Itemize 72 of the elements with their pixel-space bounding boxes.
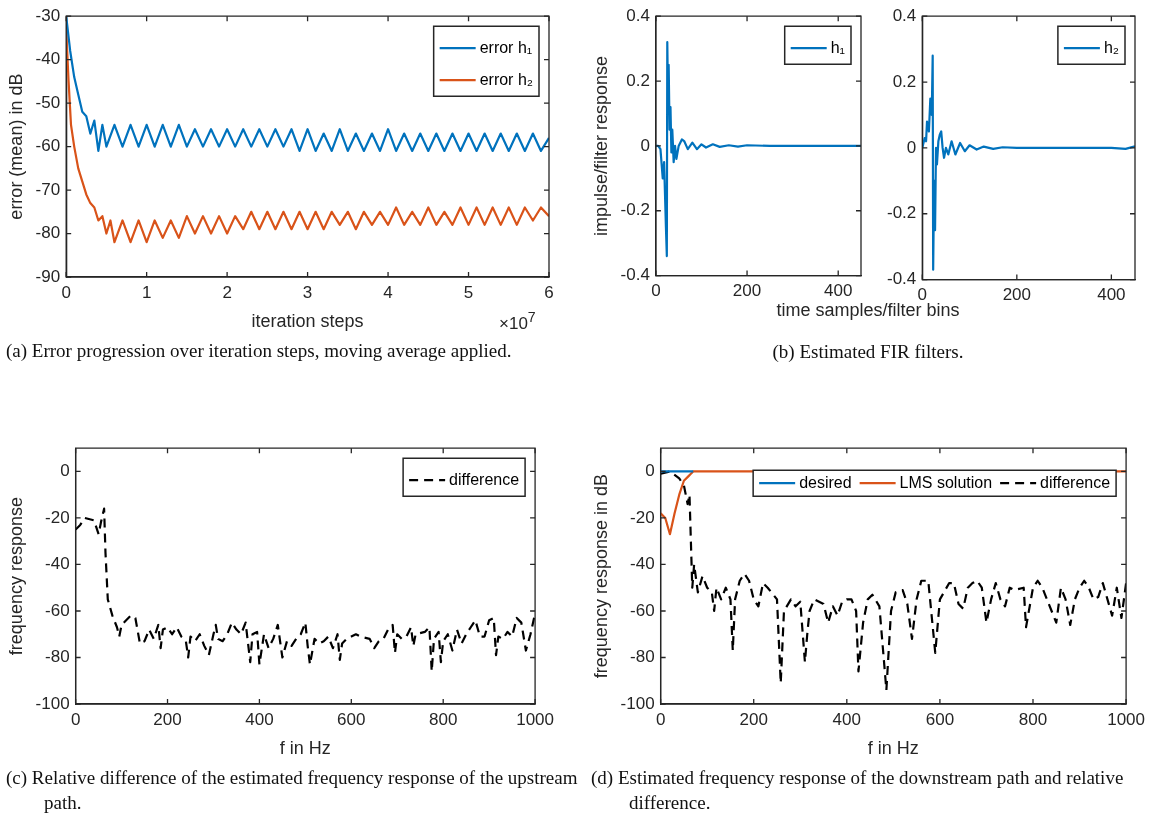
legend-label: difference [1040,473,1111,491]
y-axis-title: error (mean) in dB [5,73,26,220]
legend-label: LMS solution [899,473,993,491]
y-axis-title: impulse/filter response [590,55,611,236]
y-axis-title: frequency response in dB [590,474,611,679]
y-tick-label: -40 [630,554,655,574]
x-tick-label: 200 [1002,285,1032,305]
x-tick-label: 200 [739,709,768,729]
line-series [75,507,536,673]
y-tick-label: -90 [35,266,61,286]
text: (b) Estimated FIR filters. [771,340,965,364]
y-tick-label: -50 [35,92,61,112]
x-tick-label: 5 [463,282,474,302]
x-tick-label: 2 [222,282,232,302]
y-tick-label: -80 [630,647,655,667]
x-tick-label: 400 [1097,285,1126,305]
y-tick-label: -40 [35,49,61,69]
y-tick-label: 0 [645,461,655,481]
x-tick-label: 400 [824,281,853,301]
x-tick-label: 3 [302,282,313,302]
y-axis-title: frequency response [5,497,26,656]
y-tick-label: -80 [35,223,61,243]
y-tick-label: -20 [630,507,655,527]
y-tick-label: -0.4 [887,269,917,289]
y-tick-label: -60 [630,600,655,620]
x-tick-label: 1 [141,282,152,302]
text: (d) Estimated frequency response of the downstream path and relative difference. [591,766,1125,815]
x-axis-title: f in Hz [867,738,919,759]
legend-label: h₁ [830,38,845,56]
legend-label: difference [449,470,520,488]
x-axis-title: time samples/filter bins [776,299,960,320]
y-tick-label: 0 [60,461,70,481]
y-tick-label: -0.4 [620,265,650,285]
x-axis-title: f in Hz [279,738,331,759]
x-tick-label: 400 [832,709,861,729]
y-tick-label: -60 [45,600,70,620]
x-tick-label: 200 [732,281,762,301]
x-tick-label: 800 [429,709,458,729]
y-tick-label: -20 [45,507,70,527]
y-tick-label: 0.4 [626,5,650,25]
legend-label: desired [799,473,852,491]
y-tick-label: -30 [35,5,61,25]
x-tick-label: 400 [245,709,274,729]
x-tick-label: 1000 [1107,709,1145,729]
x-tick-label: 4 [383,282,393,302]
text: (a) Error progression over iteration steps, moving average applied. [6,339,513,363]
y-tick-label: 0.2 [626,70,650,90]
y-tick-label: -0.2 [887,203,917,223]
text: (c) Relative difference of the estimated frequency response of the upstream path. [6,767,578,813]
y-tick-label: 0 [906,137,917,157]
y-tick-label: 0.2 [892,71,917,91]
x-tick-label: 600 [925,709,955,729]
legend-label: h₂ [1103,38,1119,56]
x-tick-label: 600 [337,709,366,729]
legend-label: error h₂ [479,70,534,88]
x-tick-label: 800 [1018,709,1048,729]
y-tick-label: 0 [640,135,650,155]
x-tick-label: 1000 [516,709,554,729]
legend-label: error h₁ [479,38,533,56]
text: ×10$^{7}$ [499,309,536,334]
y-tick-label: -80 [45,647,70,667]
y-tick-label: -100 [620,693,655,713]
y-tick-label: -100 [35,693,70,713]
x-tick-label: 6 [544,282,554,302]
line-series [660,470,1127,692]
y-tick-label: -0.2 [620,200,650,220]
y-tick-label: -40 [45,554,70,574]
y-tick-label: 0.4 [892,5,917,25]
x-axis-title: iteration steps [251,311,364,332]
x-tick-label: 200 [153,709,182,729]
y-tick-label: -70 [35,179,61,199]
y-tick-label: -60 [35,136,61,156]
